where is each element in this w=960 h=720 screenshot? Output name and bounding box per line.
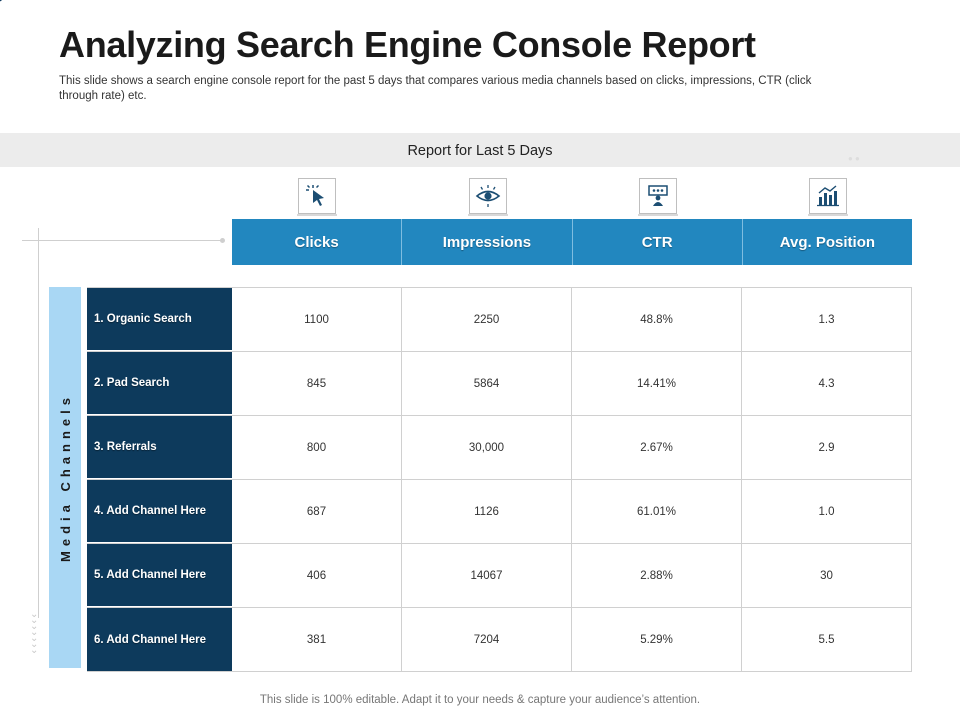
table-row: 5. Add Channel Here 406 14067 2.88% 30 — [87, 544, 912, 608]
cell-impressions: 2250 — [402, 288, 572, 351]
cell-clicks: 406 — [232, 544, 402, 607]
cell-impressions: 1126 — [402, 480, 572, 543]
cell-ctr: 2.67% — [572, 416, 742, 479]
data-table: 1. Organic Search 1100 2250 48.8% 1.3 2.… — [87, 287, 912, 672]
cell-ctr: 2.88% — [572, 544, 742, 607]
row-label: 2. Pad Search — [87, 352, 232, 415]
page-title: Analyzing Search Engine Console Report — [59, 24, 756, 65]
cell-avg-position: 1.3 — [742, 288, 912, 351]
cursor-click-icon — [297, 178, 337, 216]
media-channels-label: Media Channels — [57, 393, 73, 562]
table-row: 4. Add Channel Here 687 1126 61.01% 1.0 — [87, 480, 912, 544]
page-subtitle: This slide shows a search engine console… — [59, 75, 812, 102]
cell-avg-position: 1.0 — [742, 480, 912, 543]
eye-icon — [468, 178, 508, 216]
column-header-avg-position: Avg. Position — [779, 233, 876, 251]
cell-avg-position: 2.9 — [742, 416, 912, 479]
column-header-impressions: Impressions — [402, 219, 573, 265]
cell-impressions: 30,000 — [402, 416, 572, 479]
cell-impressions: 14067 — [402, 544, 572, 607]
footer-note: This slide is 100% editable. Adapt it to… — [259, 694, 701, 706]
cell-clicks: 845 — [232, 352, 402, 415]
cell-impressions: 7204 — [402, 608, 572, 671]
cell-ctr: 61.01% — [572, 480, 742, 543]
table-row: 1. Organic Search 1100 2250 48.8% 1.3 — [87, 288, 912, 352]
table-row: 6. Add Channel Here 381 7204 5.29% 5.5 — [87, 608, 912, 672]
cell-avg-position: 4.3 — [742, 352, 912, 415]
cell-ctr: 48.8% — [572, 288, 742, 351]
cell-clicks: 800 — [232, 416, 402, 479]
row-label: 3. Referrals — [87, 416, 232, 479]
guide-line-horizontal — [22, 240, 222, 241]
report-band — [0, 133, 960, 167]
column-header-ctr: CTR — [573, 219, 743, 265]
cell-avg-position: 30 — [742, 544, 912, 607]
row-label: 6. Add Channel Here — [87, 608, 232, 671]
cell-impressions: 5864 — [402, 352, 572, 415]
bar-chart-icon — [808, 178, 848, 216]
cell-avg-position: 5.5 — [742, 608, 912, 671]
cell-clicks: 381 — [232, 608, 402, 671]
band-dots-decoration: ● ● — [848, 154, 860, 163]
cell-ctr: 5.29% — [572, 608, 742, 671]
cell-clicks: 687 — [232, 480, 402, 543]
table-row: 2. Pad Search 845 5864 14.41% 4.3 — [87, 352, 912, 416]
guide-dot — [220, 238, 225, 243]
chevron-stack-decoration: ⌄ ⌄ ⌄ ⌄ ⌄ ⌄ ⌄ — [30, 609, 39, 656]
table-row: 3. Referrals 800 30,000 2.67% 2.9 — [87, 416, 912, 480]
report-band-label: Report for Last 5 Days — [407, 143, 553, 159]
row-label: 1. Organic Search — [87, 288, 232, 351]
corner-decoration-navy — [0, 0, 78, 16]
cell-ctr: 14.41% — [572, 352, 742, 415]
media-channels-strip: Media Channels — [49, 287, 81, 668]
presenter-icon — [638, 178, 678, 216]
cell-clicks: 1100 — [232, 288, 402, 351]
column-header-clicks: Clicks — [232, 219, 403, 265]
row-label: 4. Add Channel Here — [87, 480, 232, 543]
row-label: 5. Add Channel Here — [87, 544, 232, 607]
guide-line-vertical — [38, 228, 39, 618]
table-header-row: Clicks Impressions CTR Avg. Position — [232, 219, 912, 265]
